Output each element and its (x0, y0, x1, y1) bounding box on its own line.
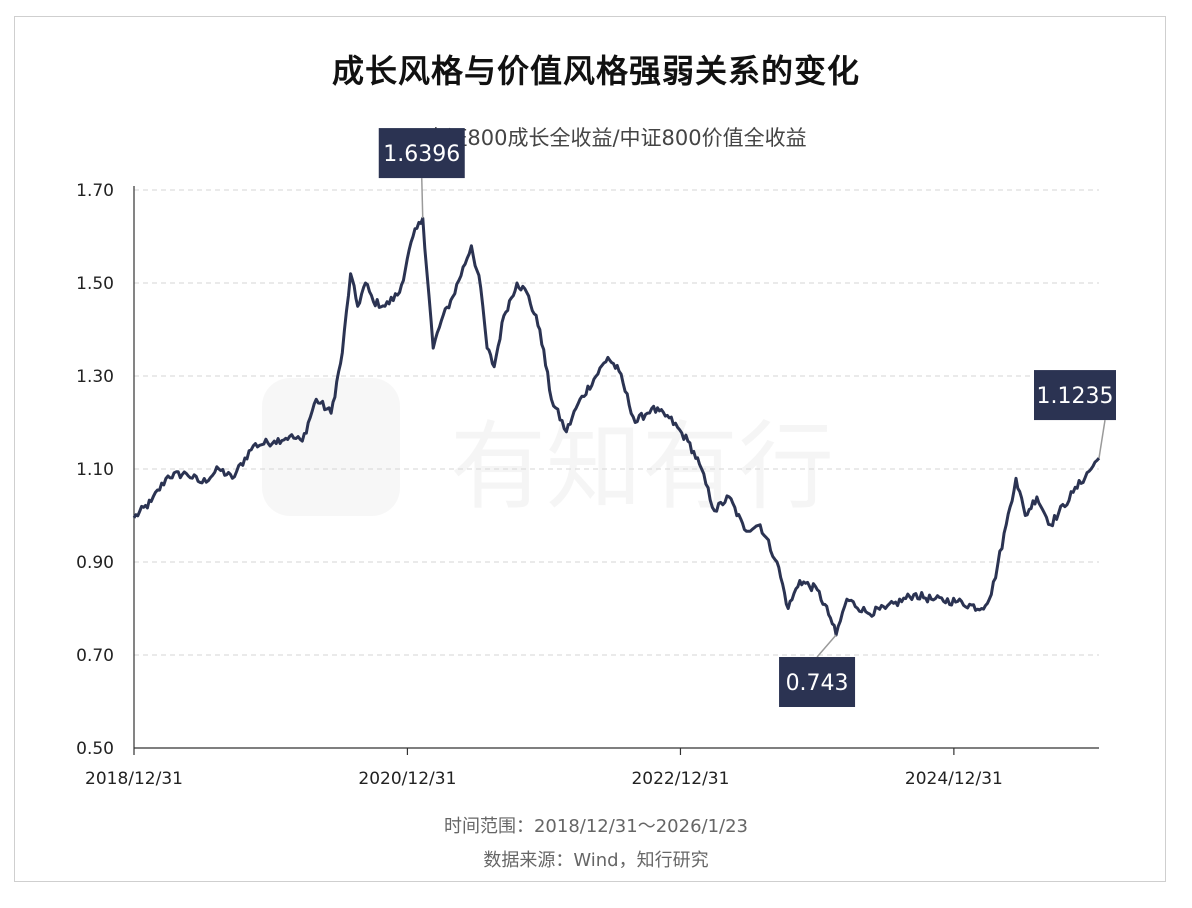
x-tick-label: 2018/12/31 (85, 769, 183, 789)
chart-legend: 中证800成长全收益/中证800价值全收益 (0, 122, 1192, 152)
y-tick-label: 1.50 (76, 274, 114, 294)
x-tick-label: 2024/12/31 (905, 769, 1003, 789)
callout-leader (421, 178, 424, 219)
callout-leader (1098, 419, 1106, 459)
y-tick-label: 0.70 (76, 646, 114, 666)
callout-box (779, 657, 856, 708)
callout-label: 1.6396 (383, 142, 460, 167)
legend-label: 中证800成长全收益/中证800价值全收益 (425, 126, 807, 150)
callout-leader (816, 634, 837, 658)
y-tick-label: 1.10 (76, 460, 114, 480)
data-source-note: 数据来源：Wind，知行研究 (483, 850, 709, 871)
series-line (132, 216, 1101, 637)
callout-box (378, 128, 465, 179)
chart-frame (14, 16, 1166, 882)
watermark-text: 有知有行 (450, 411, 834, 523)
chart-title: 成长风格与价值风格强弱关系的变化 (331, 52, 860, 90)
time-range-note: 时间范围：2018/12/31～2026/1/23 (443, 816, 749, 837)
callout-box (1034, 370, 1116, 421)
callout-label: 0.743 (786, 671, 849, 696)
y-tick-label: 0.50 (76, 739, 114, 759)
x-tick-label: 2020/12/31 (358, 769, 456, 789)
y-tick-label: 1.30 (76, 367, 114, 387)
y-tick-label: 1.70 (76, 181, 114, 201)
x-tick-label: 2022/12/31 (631, 769, 729, 789)
callout-label: 1.1235 (1037, 384, 1114, 409)
y-tick-label: 0.90 (76, 553, 114, 573)
watermark-logo (262, 378, 400, 516)
